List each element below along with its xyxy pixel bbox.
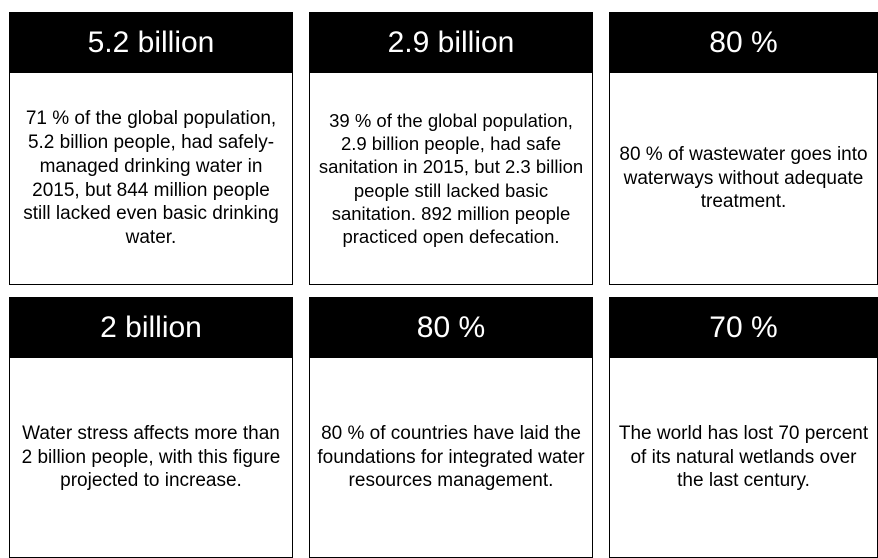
- stat-description-box: 80 % of wastewater goes into waterways w…: [610, 73, 877, 284]
- stat-value: 2 billion: [100, 311, 202, 344]
- stat-value: 80 %: [416, 311, 486, 344]
- stat-description: 80 % of countries have laid the foundati…: [317, 422, 585, 492]
- stat-headline: 70 %: [610, 298, 877, 358]
- stat-description: Water stress affects more than 2 billion…: [21, 422, 281, 492]
- stat-card-water-stress: 2 billion Water stress affects more than…: [9, 297, 293, 558]
- stat-headline: 2 billion: [10, 298, 292, 358]
- stat-headline: 5.2 billion: [10, 13, 292, 73]
- stat-description-box: 80 % of countries have laid the foundati…: [310, 358, 592, 557]
- stat-headline: 2.9 billion: [310, 13, 592, 73]
- stat-headline: 80 %: [310, 298, 592, 358]
- stat-card-water-management: 80 % 80 % of countries have laid the fou…: [309, 297, 593, 558]
- stat-description-box: 71 % of the global population, 5.2 billi…: [10, 73, 292, 284]
- stat-value: 2.9 billion: [387, 26, 515, 59]
- stat-card-drinking-water: 5.2 billion 71 % of the global populatio…: [9, 12, 293, 285]
- stat-value: 80 %: [709, 26, 778, 59]
- stat-description-box: The world has lost 70 percent of its nat…: [610, 358, 877, 557]
- stat-headline: 80 %: [610, 13, 877, 73]
- stat-description: 39 % of the global population, 2.9 billi…: [318, 110, 584, 247]
- stat-card-wastewater: 80 % 80 % of wastewater goes into waterw…: [609, 12, 878, 285]
- stat-card-wetlands: 70 % The world has lost 70 percent of it…: [609, 297, 878, 558]
- stat-card-sanitation: 2.9 billion 39 % of the global populatio…: [309, 12, 593, 285]
- stat-description: The world has lost 70 percent of its nat…: [618, 422, 869, 492]
- stat-description-box: 39 % of the global population, 2.9 billi…: [310, 73, 592, 284]
- stat-description: 80 % of wastewater goes into waterways w…: [619, 143, 868, 213]
- stat-description-box: Water stress affects more than 2 billion…: [10, 358, 292, 557]
- stat-value: 70 %: [709, 311, 778, 344]
- stat-value: 5.2 billion: [87, 26, 215, 59]
- stat-description: 71 % of the global population, 5.2 billi…: [23, 108, 279, 248]
